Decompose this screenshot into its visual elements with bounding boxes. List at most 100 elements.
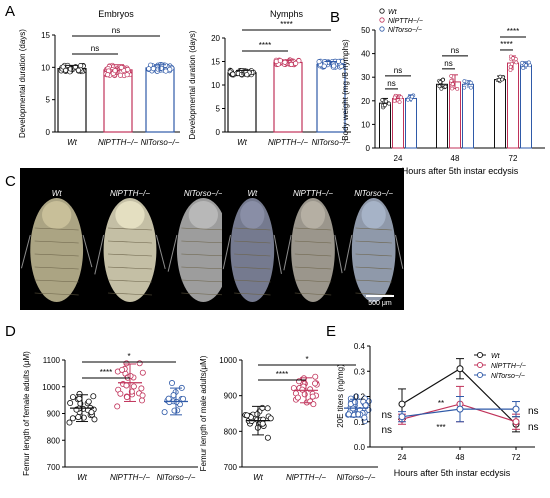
photo-right-insect-body: [351, 198, 396, 302]
B-point: [521, 66, 526, 70]
photo-left-insect-leg: [82, 234, 93, 268]
B-point: [440, 77, 445, 82]
B-bar: [436, 83, 448, 149]
B-legend-marker: [379, 17, 385, 23]
photo-right-insect-segment: [294, 292, 332, 296]
B-sig-label: ns: [444, 59, 452, 68]
photo-right-insect-body: [230, 198, 275, 302]
panel-label-A: A: [5, 3, 15, 20]
photo-right-insect-leg: [273, 234, 282, 274]
B-point: [397, 100, 402, 104]
photo-right-insect-leg: [222, 234, 231, 270]
B-x-tick-label: 72: [509, 154, 518, 163]
D1-point: [75, 414, 82, 421]
B-y-tick-label: 10: [361, 120, 370, 129]
D2-point: [309, 393, 316, 400]
B-bar: [405, 97, 417, 149]
B-point: [508, 68, 513, 72]
E-point: [456, 405, 464, 413]
B-point: [498, 74, 503, 79]
photo-right-insect-leg: [334, 234, 343, 274]
A2-bar: [273, 61, 303, 133]
photo-right-insect-segment: [355, 266, 392, 270]
D1-point: [88, 409, 95, 416]
photo-right-insect-segment: [355, 253, 392, 257]
B-point: [449, 78, 454, 83]
D2-point: [290, 385, 297, 392]
B-point: [437, 84, 442, 89]
D2-point: [264, 405, 271, 412]
B-point: [526, 60, 531, 65]
photo-left-insect-leg: [155, 234, 166, 269]
A2-point: [321, 63, 327, 69]
A1-bar: [57, 68, 87, 133]
A1-point: [146, 66, 152, 72]
B-point: [455, 87, 460, 91]
B-point: [449, 74, 454, 78]
D1-y-tick-label: 1000: [42, 383, 60, 392]
photo-left-label: Wt: [52, 189, 63, 198]
D2-point: [312, 373, 319, 380]
D2-point: [310, 401, 317, 408]
D1-point: [119, 366, 126, 373]
D2-point: [307, 386, 314, 393]
A1-bar: [145, 67, 175, 133]
A2-y-tick-label: 15: [211, 58, 220, 67]
E-legend-label: Wt: [491, 353, 501, 360]
A1-y-tick-label: 10: [41, 63, 50, 72]
B-point: [500, 77, 505, 82]
D2-point: [264, 434, 271, 441]
D1-x-tick-label: NlPTTH−/−: [110, 473, 150, 482]
photo-right-label: NlTorso−/−: [354, 189, 393, 198]
D1-point: [138, 385, 145, 392]
A2-point: [331, 63, 337, 69]
D1-point: [117, 390, 124, 397]
photo-left-insect-segment: [181, 279, 226, 283]
B-point: [509, 62, 514, 66]
A1-point: [105, 72, 111, 78]
D2-x-tick-label: NlTorso−/−: [337, 473, 376, 482]
B-x-tick-label: 48: [451, 154, 460, 163]
D1-point: [91, 416, 98, 423]
photo-left-insect-head: [42, 201, 72, 229]
photo-right-insect-leg: [283, 234, 292, 271]
D2-x-tick-label: Wt: [253, 473, 264, 482]
A1-point: [63, 67, 69, 73]
A2-y-tick-label: 20: [211, 34, 220, 43]
D1-point: [123, 382, 130, 389]
A2-point: [316, 59, 322, 65]
D1-point: [76, 395, 83, 402]
photo-right-insect-head: [240, 201, 265, 229]
B-point: [497, 77, 502, 82]
B-sig-label: ns: [451, 46, 459, 55]
E-legend-marker: [476, 371, 484, 379]
B-y-tick-label: 0: [366, 144, 371, 153]
B-x-label: Hours after 5th instar ecdysis: [402, 166, 519, 176]
panel-label-C: C: [5, 173, 16, 190]
photo-right-insect-segment: [294, 240, 332, 244]
D2-point: [362, 402, 369, 409]
D2-point: [267, 415, 274, 422]
photo-right-insect-leg: [344, 234, 353, 271]
E-point: [512, 405, 520, 413]
photo-right-insect-segment: [294, 279, 332, 283]
B-bar: [494, 79, 506, 149]
D1-y-tick-label: 900: [47, 410, 61, 419]
D2-y-tick-label: 900: [224, 392, 238, 401]
B-legend-label: NlPTTH−/−: [388, 18, 423, 25]
A2-y-label: Developmental duration (days): [188, 30, 197, 139]
A1-point: [60, 64, 66, 70]
photo-left-insect-segment: [34, 227, 79, 231]
B-point: [439, 86, 444, 91]
D1-point: [139, 369, 146, 376]
A2-point: [293, 60, 299, 66]
B-bar: [379, 102, 391, 149]
D1-y-tick-label: 1100: [43, 356, 61, 365]
B-y-label: Body weight (mg /8 nymphs): [341, 39, 350, 141]
E-point: [512, 418, 520, 426]
B-point: [399, 95, 403, 100]
B-point: [450, 82, 455, 86]
photo-left-insect-segment: [181, 253, 226, 257]
photo-left-insect-segment: [107, 292, 153, 296]
B-point: [462, 85, 467, 90]
